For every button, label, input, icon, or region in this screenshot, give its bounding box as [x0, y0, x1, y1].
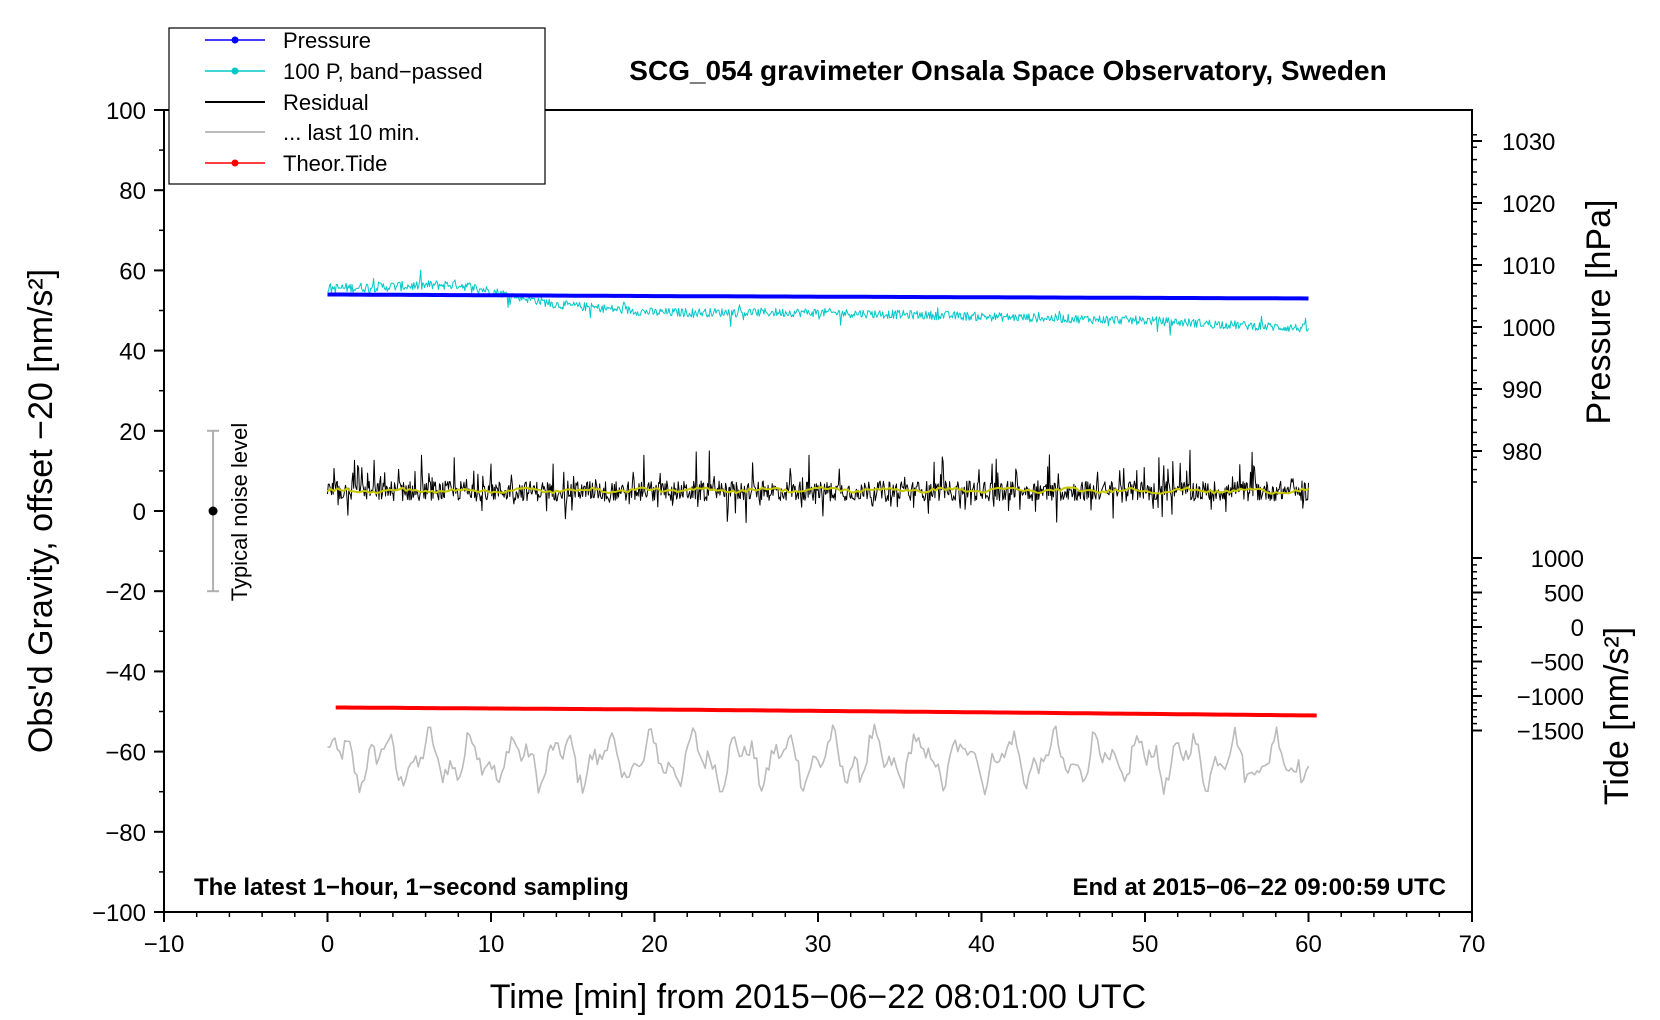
pressure-tick-label: 1020	[1502, 191, 1555, 218]
tide-tick-label: 0	[1571, 615, 1584, 642]
legend-marker-tide	[231, 159, 239, 167]
legend-marker-pressure	[231, 36, 239, 44]
y-tick-label-left: 80	[119, 178, 146, 205]
legend-label-bandpassed: 100 P, band−passed	[283, 59, 483, 84]
tide-tick-label: −1500	[1517, 719, 1584, 746]
tide-tick-label: −1000	[1517, 684, 1584, 711]
y-tick-label-left: 0	[133, 499, 146, 526]
x-tick-label: 50	[1132, 931, 1159, 958]
pressure-tick-label: 990	[1502, 377, 1542, 404]
y-tick-label-left: 60	[119, 258, 146, 285]
chart-title: SCG_054 gravimeter Onsala Space Observat…	[629, 55, 1386, 86]
x-tick-label: −10	[144, 931, 185, 958]
x-tick-label: 60	[1295, 931, 1322, 958]
legend: Pressure 100 P, band−passed Residual ...…	[168, 27, 546, 185]
axis-ticks: −10 0 10 20 30 40 50 60 70−100−80−60−40−20020406…	[92, 98, 1584, 958]
last-10-min-line	[327, 723, 1310, 796]
x-tick-label: 70	[1459, 931, 1486, 958]
pressure-tick-label: 1030	[1502, 129, 1555, 156]
tide-tick-label: −500	[1530, 650, 1584, 677]
series-layer	[326, 269, 1317, 796]
y-tick-label-left: 100	[106, 98, 146, 125]
smoothed-residual-line	[326, 486, 1309, 495]
y-tick-label-left: −100	[92, 900, 146, 927]
residual-line	[327, 449, 1309, 523]
pressure-tick-label: 980	[1502, 439, 1542, 466]
legend-label-pressure: Pressure	[283, 28, 371, 53]
y-tick-label-left: −20	[105, 579, 146, 606]
pressure-tick-label: 1000	[1502, 315, 1555, 342]
y-tick-label-left: 20	[119, 419, 146, 446]
x-tick-label: 30	[805, 931, 832, 958]
x-axis-title: Time [min] from 2015−06−22 08:01:00 UTC	[490, 978, 1146, 1016]
sampling-note: The latest 1−hour, 1−second sampling	[194, 874, 629, 901]
y-tick-label-left: −40	[105, 659, 146, 686]
typical-noise-bar	[207, 429, 220, 593]
pressure-line	[327, 292, 1309, 301]
y-tick-label-left: 40	[119, 339, 146, 366]
tide-tick-label: 500	[1544, 581, 1584, 608]
noise-bar-center-dot	[208, 506, 218, 516]
y-axis-title-tide: Tide [nm/s²]	[1598, 627, 1636, 805]
legend-label-last10: ... last 10 min.	[283, 120, 420, 145]
pressure-tick-label: 1010	[1502, 253, 1555, 280]
legend-marker-bandpassed	[231, 67, 239, 75]
theoretical-tide-line	[335, 705, 1317, 718]
y-axis-title-pressure: Pressure [hPa]	[1580, 200, 1618, 425]
legend-box	[168, 27, 546, 185]
y-axis-title-left: Obs'd Gravity, offset −20 [nm/s²]	[22, 269, 60, 753]
y-tick-label-left: −60	[105, 740, 146, 767]
legend-label-tide: Theor.Tide	[283, 151, 387, 176]
legend-label-residual: Residual	[283, 90, 369, 115]
x-tick-label: 40	[968, 931, 995, 958]
tide-tick-label: 1000	[1531, 546, 1584, 573]
noise-level-label: Typical noise level	[227, 423, 252, 602]
x-tick-label: 0	[321, 931, 334, 958]
end-time-note: End at 2015−06−22 09:00:59 UTC	[1072, 874, 1446, 901]
x-tick-label: 10	[478, 931, 505, 958]
bandpassed-line	[327, 269, 1309, 336]
x-tick-label: 20	[641, 931, 668, 958]
y-tick-label-left: −80	[105, 820, 146, 847]
